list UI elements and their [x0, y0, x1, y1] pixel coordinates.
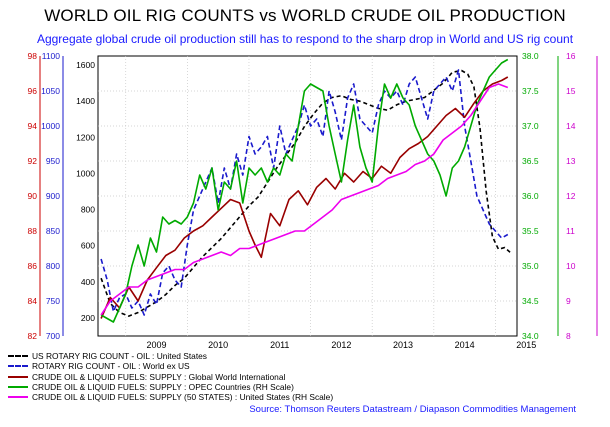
plot-area — [97, 55, 518, 337]
legend-label: CRUDE OIL & LIQUID FUELS: SUPPLY (50 STA… — [32, 392, 334, 403]
magenta-axis-tick-label: 8 — [566, 331, 571, 341]
magenta-axis-tick-label: 11 — [566, 226, 575, 236]
x-tick-label: 2009 — [147, 340, 167, 350]
red-axis-tick-label: 92 — [28, 156, 38, 166]
green-axis-tick-label: 38.0 — [522, 51, 539, 61]
green-axis-tick-label: 36.5 — [522, 156, 539, 166]
blue-axis-tick-label: 800 — [46, 261, 60, 271]
blue-axis-tick-label: 750 — [46, 296, 60, 306]
legend-label: ROTARY RIG COUNT - OIL : World ex US — [32, 361, 190, 372]
chart-title: WORLD OIL RIG COUNTS vs WORLD CRUDE OIL … — [44, 6, 566, 25]
legend-swatch — [8, 396, 28, 399]
magenta-axis-tick-label: 14 — [566, 121, 576, 131]
blue-axis-tick-label: 950 — [46, 156, 60, 166]
magenta-axis-tick-label: 16 — [566, 51, 576, 61]
red-axis-tick-label: 82 — [28, 331, 38, 341]
black-axis-tick-label: 1200 — [76, 132, 95, 142]
green-axis-tick-label: 34.5 — [522, 296, 539, 306]
red-axis-tick-label: 94 — [28, 121, 38, 131]
legend-label: CRUDE OIL & LIQUID FUELS: SUPPLY : Globa… — [32, 371, 286, 382]
black-axis-tick-label: 400 — [81, 277, 95, 287]
blue-axis-tick-label: 900 — [46, 191, 60, 201]
magenta-axis-tick-label: 13 — [566, 156, 576, 166]
legend-swatch — [8, 355, 28, 358]
source-note: Source: Thomson Reuters Datastream / Dia… — [249, 404, 576, 415]
x-tick-label: 2014 — [455, 340, 475, 350]
legend-swatch — [8, 375, 28, 378]
green-axis-tick-label: 37.0 — [522, 121, 539, 131]
green-axis-tick-label: 36.0 — [522, 191, 539, 201]
red-axis-tick-label: 84 — [28, 296, 38, 306]
series-line-5 — [100, 83, 509, 316]
legend-label: US ROTARY RIG COUNT - OIL : United State… — [32, 351, 207, 361]
legend-entry: CRUDE OIL & LIQUID FUELS: SUPPLY : Globa… — [8, 372, 333, 382]
blue-axis-tick-label: 850 — [46, 226, 60, 236]
black-axis-tick-label: 1400 — [76, 96, 95, 106]
x-tick-label: 2013 — [393, 340, 413, 350]
red-axis-tick-label: 86 — [28, 261, 38, 271]
x-tick-label: 2011 — [270, 340, 289, 350]
blue-axis-tick-label: 700 — [46, 331, 60, 341]
legend-swatch — [8, 386, 28, 389]
legend-entry: CRUDE OIL & LIQUID FUELS: SUPPLY : OPEC … — [8, 382, 333, 392]
green-axis-tick-label: 37.5 — [522, 86, 539, 96]
series-line-1 — [100, 69, 512, 317]
black-axis-tick-label: 200 — [81, 313, 95, 323]
green-axis-tick-label: 35.0 — [522, 261, 539, 271]
series-line-4 — [100, 58, 509, 323]
black-axis-tick-label: 600 — [81, 241, 95, 251]
black-axis-tick-label: 800 — [81, 205, 95, 215]
magenta-axis-tick-label: 10 — [566, 261, 576, 271]
x-tick-label: 2015 — [516, 340, 536, 350]
blue-axis-tick-label: 1000 — [41, 121, 60, 131]
legend-entry: US ROTARY RIG COUNT - OIL : United State… — [8, 351, 333, 361]
black-axis-tick-label: 1600 — [76, 60, 95, 70]
legend: US ROTARY RIG COUNT - OIL : United State… — [8, 351, 333, 402]
magenta-axis-tick-label: 15 — [566, 86, 576, 96]
red-axis-tick-label: 96 — [28, 86, 38, 96]
blue-axis-tick-label: 1100 — [42, 51, 61, 61]
chart-subtitle: Aggregate global crude oil production st… — [36, 32, 574, 46]
magenta-axis-tick-label: 12 — [566, 191, 576, 201]
x-tick-label: 2010 — [208, 340, 228, 350]
blue-axis-tick-label: 1050 — [41, 86, 60, 96]
green-axis-tick-label: 35.5 — [522, 226, 539, 236]
series-line-3 — [100, 76, 509, 319]
green-axis-tick-label: 34.0 — [522, 331, 539, 341]
x-tick-label: 2012 — [331, 340, 351, 350]
legend-entry: ROTARY RIG COUNT - OIL : World ex US — [8, 361, 333, 371]
magenta-axis-tick-label: 9 — [566, 296, 571, 306]
legend-entry: CRUDE OIL & LIQUID FUELS: SUPPLY (50 STA… — [8, 392, 333, 402]
red-axis-tick-label: 98 — [28, 51, 38, 61]
red-axis-tick-label: 90 — [28, 191, 38, 201]
legend-label: CRUDE OIL & LIQUID FUELS: SUPPLY : OPEC … — [32, 381, 294, 392]
black-axis-tick-label: 1000 — [76, 168, 95, 178]
red-axis-tick-label: 88 — [28, 226, 38, 236]
legend-swatch — [8, 365, 28, 368]
